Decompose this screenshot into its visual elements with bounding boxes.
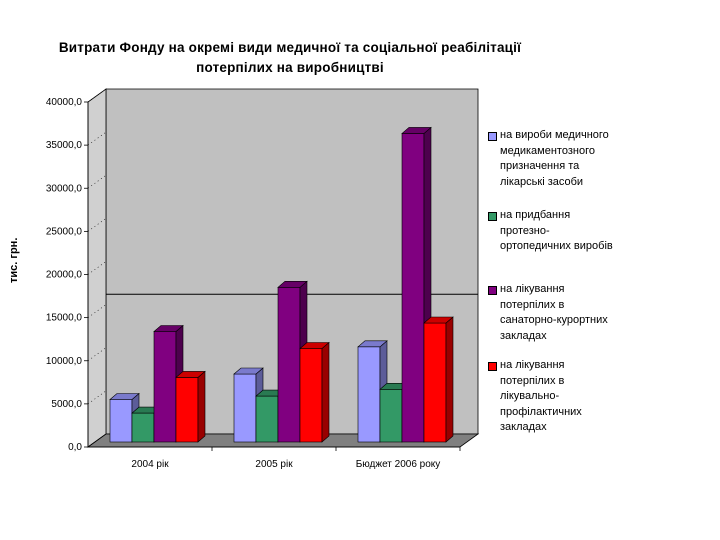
bar-top <box>109 393 140 400</box>
legend-item-1: на вироби медичного медикаментозного призн… <box>488 128 638 190</box>
x-category-label: Бюджет 2006 року <box>356 459 441 470</box>
y-tick-label: 15000,0 <box>46 313 83 324</box>
bar-1-2 <box>233 373 257 443</box>
y-tick-label: 40000,0 <box>46 97 83 108</box>
legend-label: лікувально- <box>500 390 560 402</box>
bar-4-2 <box>299 348 323 443</box>
legend-label: протезно- <box>500 224 550 237</box>
y-tick-label: 30000,0 <box>46 183 83 194</box>
bar-3-3 <box>401 133 425 443</box>
side-wall <box>87 88 107 448</box>
y-tick-label: 0,0 <box>68 442 82 453</box>
bar-top <box>233 367 264 375</box>
bar-3-1 <box>153 331 177 443</box>
legend-label: профілактичних <box>500 405 582 418</box>
legend-label: на придбання <box>500 209 571 221</box>
legend-label: закладах <box>500 421 547 433</box>
chart-title-line2: потерпілих на виробництві <box>196 60 384 75</box>
bar-side <box>445 316 454 443</box>
x-category-label: 2005 рік <box>255 459 293 470</box>
legend-swatch <box>488 132 497 141</box>
y-tick-label: 20000,0 <box>46 270 83 281</box>
legend-label: лікарські засоби <box>500 175 584 188</box>
legend-swatch <box>488 362 497 371</box>
bar-top <box>175 371 206 378</box>
y-tick-label: 35000,0 <box>46 140 83 151</box>
y-tick-label: 5000,0 <box>51 399 82 410</box>
legend-swatch <box>488 286 497 295</box>
bar-4-1 <box>175 377 199 443</box>
bar-1-3 <box>357 346 381 443</box>
legend-label: потерпілих в <box>500 374 565 387</box>
bar-top <box>401 127 432 134</box>
legend-label: медикаментозного <box>500 144 595 157</box>
legend-label: санаторно-курортних <box>500 314 608 326</box>
legend-label: на вироби медичного <box>500 129 609 141</box>
legend-label: призначення та <box>500 160 580 172</box>
bar-2-3 <box>379 388 403 443</box>
x-category-label: 2004 рік <box>131 459 169 470</box>
bar-2-1 <box>131 412 155 443</box>
legend-item-3: на лікування потерпілих в санаторно-курорт… <box>488 282 638 344</box>
chart-title-line1: Витрати Фонду на окремі види медичної та… <box>58 40 522 55</box>
legend: на вироби медичного медикаментозного призн… <box>482 122 642 434</box>
legend-swatch <box>488 212 497 221</box>
legend-label: на лікування <box>500 283 565 295</box>
legend-label: на лікування <box>500 359 565 371</box>
legend-label: ортопедичних виробів <box>500 240 613 252</box>
bar-side <box>321 341 330 443</box>
legend-item-2: на придбання протезно-ортопедичних виробі… <box>488 208 638 255</box>
bar-side <box>197 370 206 443</box>
bar-top <box>423 316 454 324</box>
legend-label: потерпілих в <box>500 298 565 311</box>
bar-top <box>357 340 388 348</box>
bar-4-3 <box>423 322 447 443</box>
y-tick-label: 25000,0 <box>46 226 83 237</box>
bar-top <box>277 280 308 288</box>
legend-label: закладах <box>500 329 547 342</box>
bar-3-2 <box>277 286 301 443</box>
bar-2-2 <box>255 395 279 443</box>
y-tick-label: 10000,0 <box>46 356 83 367</box>
bar-top <box>299 342 330 349</box>
legend-item-4: на лікування потерпілих в лікувально-профі… <box>488 358 638 436</box>
bar-1-1 <box>109 399 133 443</box>
bar-top <box>153 325 184 332</box>
